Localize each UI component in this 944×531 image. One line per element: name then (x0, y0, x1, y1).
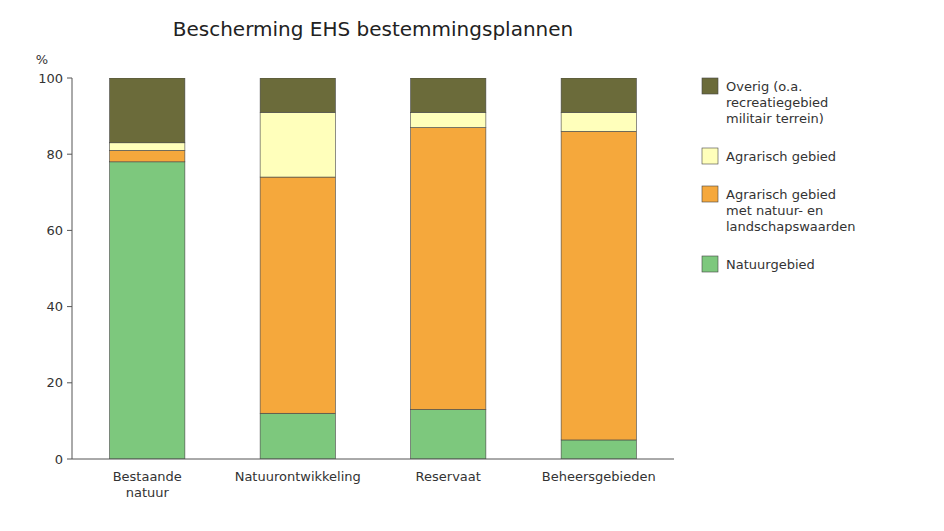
background (0, 0, 944, 531)
bar-segment (411, 112, 486, 127)
chart-container: Bescherming EHS bestemmingsplannen% 0 20 40… (0, 0, 944, 531)
x-tick-label: Bestaandenatuur (113, 469, 182, 500)
y-tick (67, 230, 72, 231)
legend-label: Agrarisch gebiedmet natuur- enlandschaps… (726, 187, 855, 234)
y-tick (67, 154, 72, 155)
y-tick-label: 40 (46, 299, 63, 314)
chart-svg: Bescherming EHS bestemmingsplannen% 0 20 40… (0, 0, 944, 531)
bar-segment (110, 78, 185, 143)
y-tick (67, 78, 72, 79)
x-tick-label: Natuurontwikkeling (235, 469, 361, 484)
y-tick (67, 306, 72, 307)
legend: Overig (o.a.recreatiegebiedmilitair terr… (702, 78, 855, 272)
legend-swatch (702, 148, 718, 164)
bar-segment (260, 177, 335, 413)
y-tick-label: 60 (46, 223, 63, 238)
y-tick-label: 20 (46, 375, 63, 390)
title: Bescherming EHS bestemmingsplannen (173, 17, 574, 41)
bar-segment (411, 409, 486, 459)
legend-label: Natuurgebied (726, 257, 815, 272)
legend-label: Overig (o.a.recreatiegebiedmilitair terr… (726, 79, 828, 126)
bar-segment (110, 143, 185, 151)
legend-label: Agrarisch gebied (726, 149, 836, 164)
y-axis-label: % (36, 52, 48, 67)
bar-segment (561, 440, 636, 459)
bar-segment (561, 78, 636, 112)
bar-segment (260, 413, 335, 459)
x-tick-label: Beheersgebieden (542, 469, 656, 484)
y-tick-label: 80 (46, 147, 63, 162)
x-tick-label: Reservaat (416, 469, 481, 484)
legend-swatch (702, 256, 718, 272)
bar-segment (411, 128, 486, 410)
y-tick (67, 382, 72, 383)
legend-swatch (702, 78, 718, 94)
y-tick (67, 459, 72, 460)
bar-segment (561, 131, 636, 440)
bars (110, 78, 637, 459)
y-axis-line (72, 78, 73, 459)
x-axis-line (72, 459, 674, 460)
y-tick-label: 100 (38, 71, 63, 86)
bar-segment (110, 162, 185, 459)
bar-segment (411, 78, 486, 112)
bar-segment (260, 78, 335, 112)
y-tick-label: 0 (55, 452, 63, 467)
bar-segment (110, 150, 185, 161)
bar-segment (260, 112, 335, 177)
legend-swatch (702, 186, 718, 202)
bar-segment (561, 112, 636, 131)
